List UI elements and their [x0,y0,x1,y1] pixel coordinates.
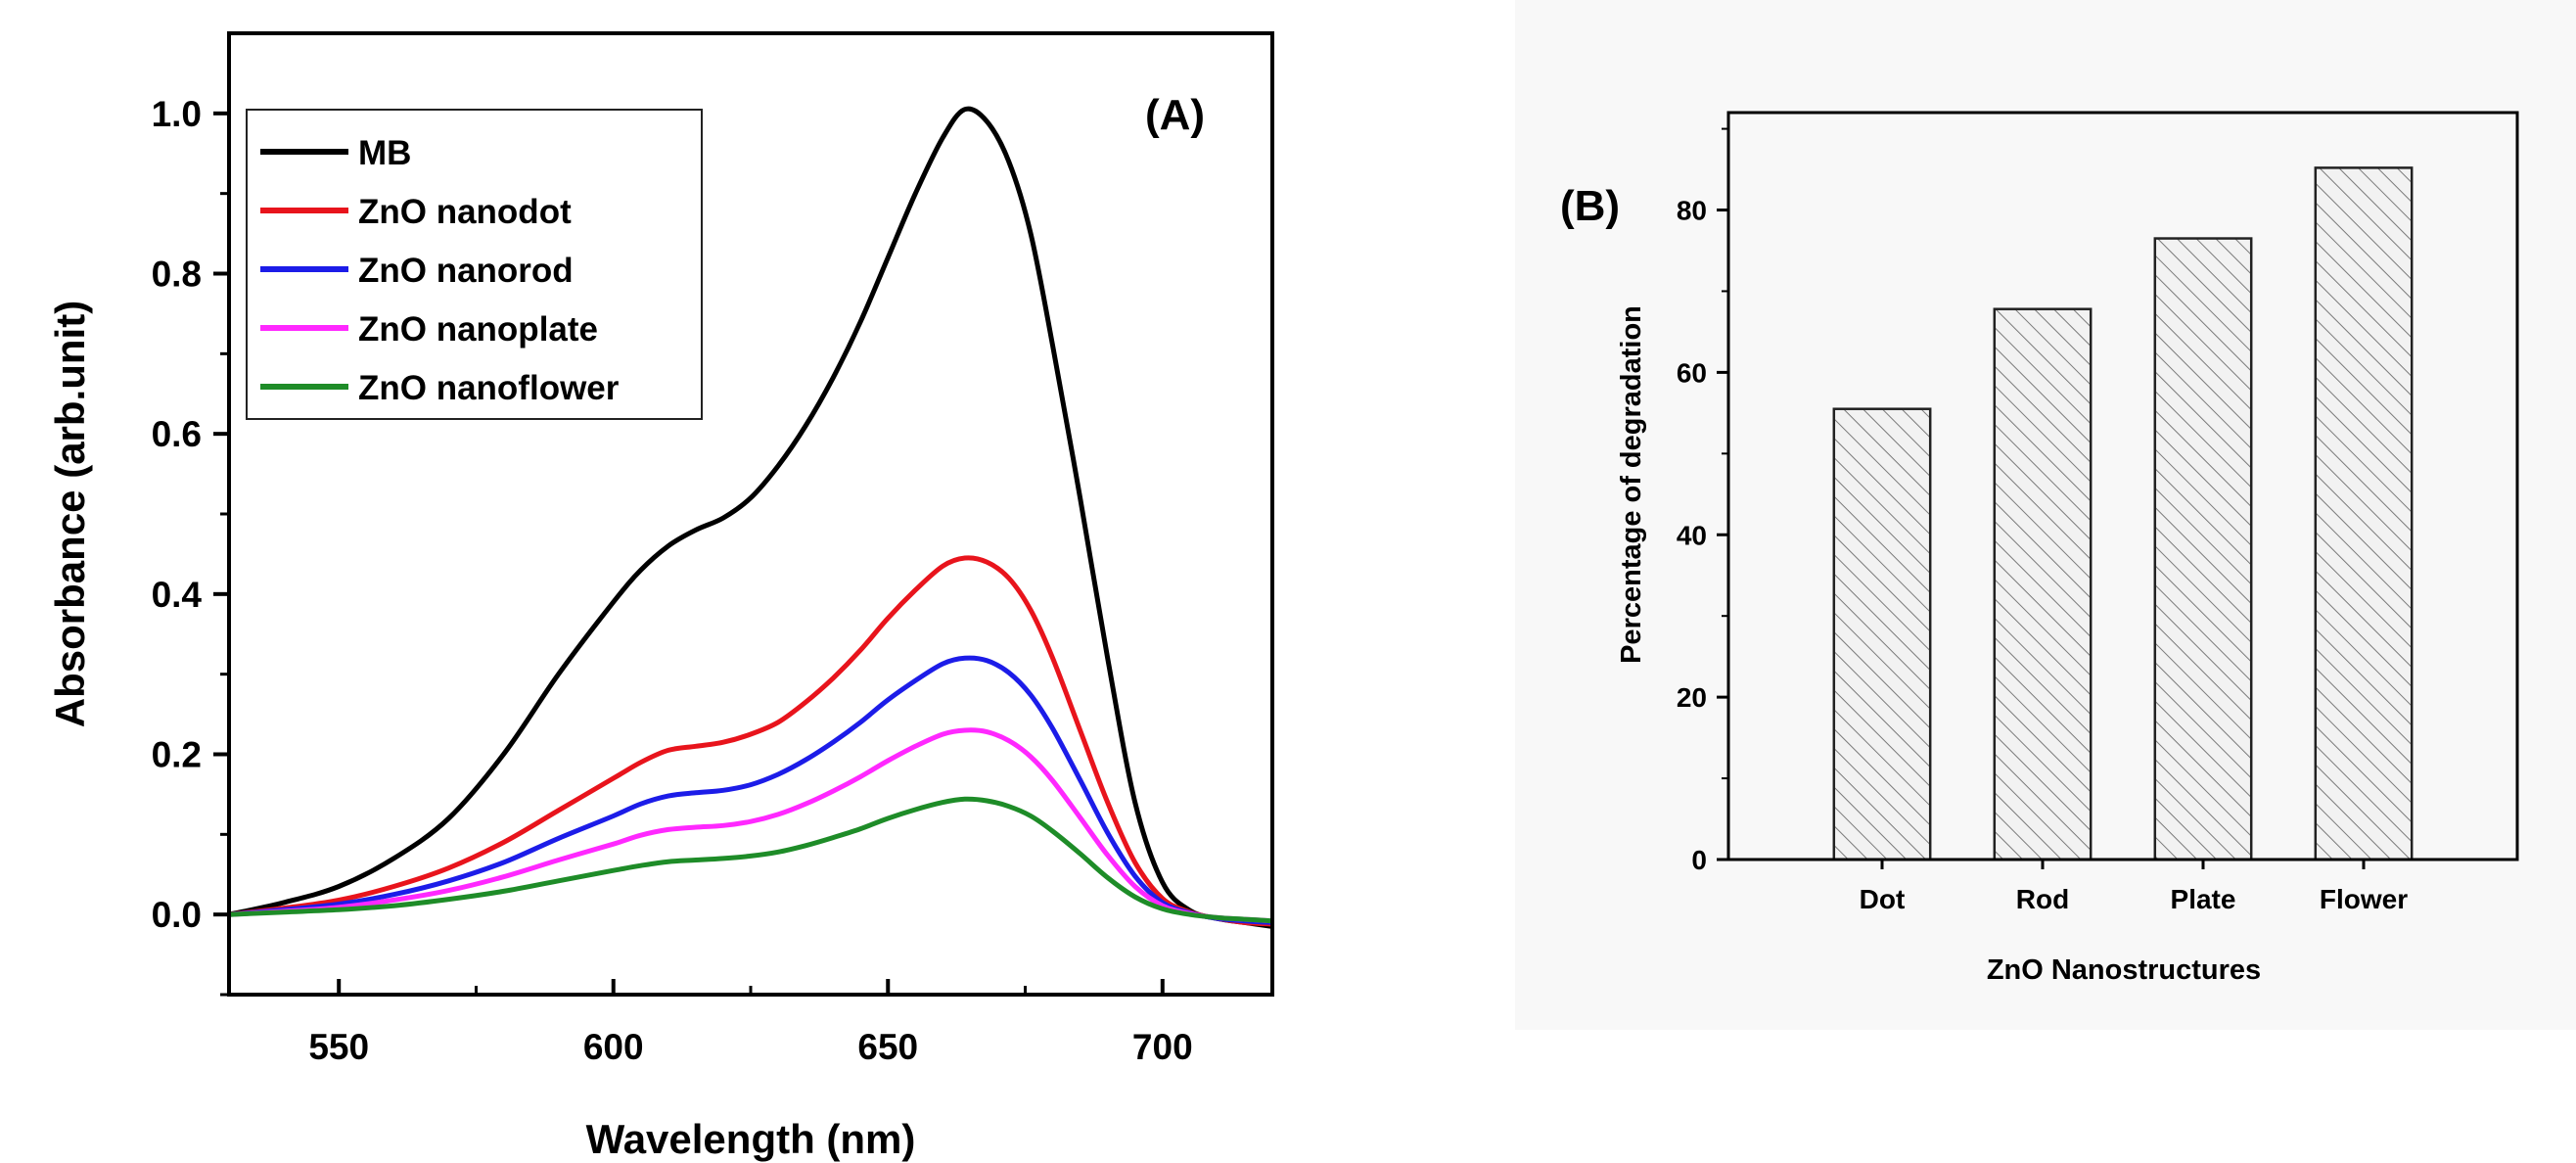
series-line-4 [229,796,1272,924]
y-tick-label-a: 0.8 [152,255,202,295]
y-tick-label-a: 0.0 [152,895,202,935]
y-tick-label-b: 0 [1691,845,1707,875]
absorbance-chart: 550 600 650 700 0.0 0.2 0.4 0.6 0.8 1.0 (A) Wavel… [47,31,1274,1162]
series-line-2 [229,655,1272,925]
x-tick-label-a: 700 [1132,1027,1193,1067]
y-axis-title-b: Percentage of degradation [1616,305,1647,664]
legend-label: ZnO nanodot [358,193,572,231]
legend-label: ZnO nanoplate [358,310,598,349]
y-tick-label-b: 40 [1677,520,1707,550]
panel-label-b: (B) [1560,182,1620,230]
x-tick-label-b: Rod [2016,884,2069,914]
y-tick-label-b: 20 [1677,682,1707,713]
panel-label-a: (A) [1145,91,1205,139]
series-line-1 [229,555,1272,927]
series-line-0 [229,106,1272,929]
y-tick-label-b: 80 [1677,196,1707,226]
x-tick-label-b: Flower [2320,884,2408,914]
x-tick-label-a: 600 [583,1027,644,1067]
x-tick-label-a: 650 [857,1027,918,1067]
y-tick-label-a: 0.2 [152,735,202,775]
x-tick-label-a: 550 [308,1027,369,1067]
legend-box [246,109,703,420]
bar-flower [2314,166,2414,861]
bar-plate [2153,237,2253,861]
y-tick-label-b: 60 [1677,357,1707,388]
legend-a: MB ZnO nanodot ZnO nanorod ZnO nanoplate ZnO… [246,109,703,420]
y-tick-label-a: 1.0 [152,94,202,134]
x-axis-title-a: Wavelength (nm) [586,1116,916,1162]
y-axis-title-a: Absorbance (arb.unit) [47,301,93,727]
x-axis-title-b: ZnO Nanostructures [1987,954,2261,986]
series-line-3 [229,727,1272,924]
plot-frame-b [1726,111,2519,861]
legend-label: ZnO nanoflower [358,369,620,407]
x-tick-label-b: Dot [1860,884,1906,914]
legend-label: MB [358,134,411,172]
bar-dot [1832,407,1932,861]
y-tick-label-a: 0.4 [152,575,203,615]
bar-rod [1993,307,2093,861]
legend-label: ZnO nanorod [358,252,574,290]
y-tick-label-a: 0.6 [152,414,202,454]
x-tick-label-b: Plate [2171,884,2236,914]
